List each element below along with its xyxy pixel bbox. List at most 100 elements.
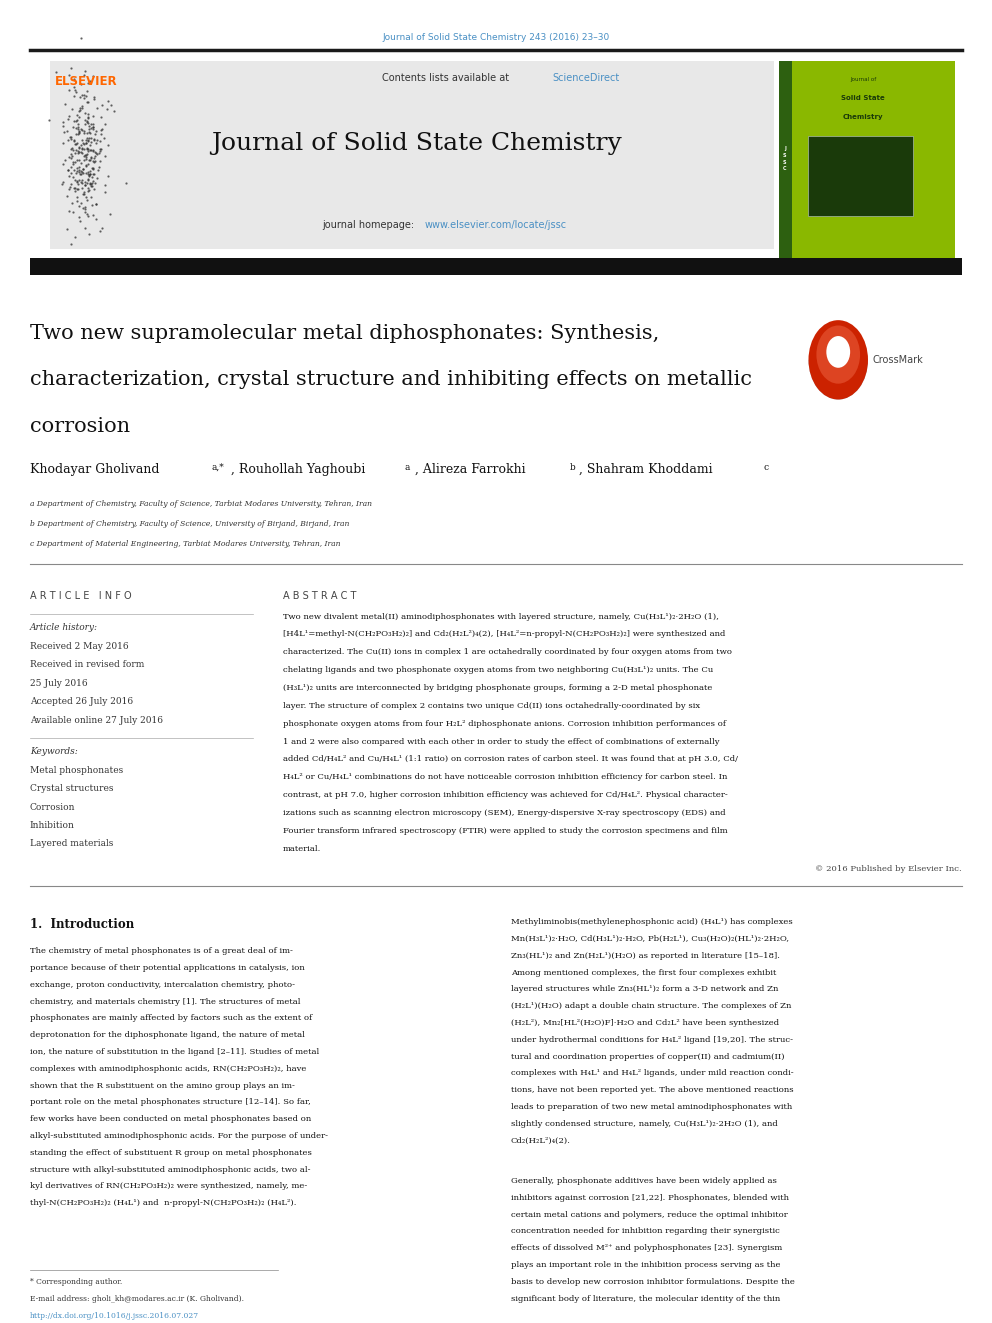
Text: phosphonate oxygen atoms from four H₂L² diphosphonate anions. Corrosion inhibiti: phosphonate oxygen atoms from four H₂L² … (283, 720, 726, 728)
Text: Inhibition: Inhibition (30, 820, 74, 830)
Point (73, 28, 89, 49)
Text: (H₂L²), Mn₂[HL²(H₂O)F]·H₂O and Cd₂L² have been synthesized: (H₂L²), Mn₂[HL²(H₂O)F]·H₂O and Cd₂L² hav… (511, 1019, 779, 1027)
Point (71, 120, 87, 142)
Text: Contents lists available at: Contents lists available at (382, 73, 512, 83)
Bar (779, 61, 792, 259)
Text: basis to develop new corrosion inhibitor formulations. Despite the: basis to develop new corrosion inhibitor… (511, 1278, 795, 1286)
Point (65, 69, 81, 90)
Point (80, 119, 96, 140)
Point (75, 134, 91, 155)
Text: c Department of Material Engineering, Tarbiat Modares University, Tehran, Iran: c Department of Material Engineering, Ta… (30, 540, 340, 548)
Point (66, 152, 82, 173)
Text: a: a (405, 463, 410, 472)
Point (88, 143, 104, 164)
Point (63, 163, 79, 184)
Point (62, 156, 78, 177)
Point (80, 91, 96, 112)
Point (64, 167, 80, 188)
Text: b Department of Chemistry, Faculty of Science, University of Birjand, Birjand, I: b Department of Chemistry, Faculty of Sc… (30, 520, 349, 528)
Text: slightly condensed structure, namely, Cu(H₃L¹)₂·2H₂O (1), and: slightly condensed structure, namely, Cu… (511, 1119, 778, 1127)
Point (78, 139, 94, 160)
Point (65, 116, 81, 138)
Point (87, 142, 103, 163)
Point (93, 139, 109, 160)
Point (61, 79, 76, 101)
Point (83, 140, 99, 161)
Point (77, 172, 93, 193)
Text: Zn₃(HL¹)₂ and Zn(H₂L¹)(H₂O) as reported in literature [15–18].: Zn₃(HL¹)₂ and Zn(H₂L¹)(H₂O) as reported … (511, 951, 780, 959)
Point (69, 105, 85, 126)
Point (84, 167, 100, 188)
Point (66, 180, 82, 201)
Point (76, 120, 92, 142)
Text: tions, have not been reported yet. The above mentioned reactions: tions, have not been reported yet. The a… (511, 1086, 794, 1094)
Point (92, 140, 108, 161)
Point (87, 132, 103, 153)
Point (83, 187, 99, 208)
Point (74, 119, 90, 140)
Point (69, 173, 85, 194)
Point (76, 139, 92, 160)
Text: www.elsevier.com/locate/jssc: www.elsevier.com/locate/jssc (425, 220, 566, 230)
Point (72, 171, 88, 192)
Point (62, 139, 78, 160)
Point (71, 138, 87, 159)
Text: (H₃L¹)₂ units are interconnected by bridging phosphonate groups, forming a 2-D m: (H₃L¹)₂ units are interconnected by brid… (283, 684, 712, 692)
Point (79, 111, 95, 132)
Point (77, 130, 93, 151)
Point (68, 171, 84, 192)
Text: , Rouhollah Yaghoubi: , Rouhollah Yaghoubi (231, 463, 365, 476)
Text: thyl-N(CH₂PO₃H₂)₂ (H₄L¹) and  n-propyl-N(CH₂PO₃H₂)₂ (H₄L²).: thyl-N(CH₂PO₃H₂)₂ (H₄L¹) and n-propyl-N(… (30, 1199, 297, 1208)
Point (61, 179, 76, 200)
Text: Accepted 26 July 2016: Accepted 26 July 2016 (30, 697, 133, 706)
Text: concentration needed for inhibition regarding their synergistic: concentration needed for inhibition rega… (511, 1228, 780, 1236)
Wedge shape (808, 360, 868, 400)
Text: Two new supramolecular metal diphosphonates: Synthesis,: Two new supramolecular metal diphosphona… (30, 324, 659, 343)
Point (76, 146, 92, 167)
Text: Methyliminobis(methylenephosphonic acid) (H₄L¹) has complexes: Methyliminobis(methylenephosphonic acid)… (511, 918, 793, 926)
Point (61, 201, 76, 222)
Point (74, 159, 90, 180)
Point (68, 132, 84, 153)
Point (71, 210, 87, 232)
Text: Mn(H₃L¹)₂·H₂O, Cd(H₃L¹)₂·H₂O, Pb(H₂L¹), Cu₃(H₂O)₂(HL¹)₂·2H₂O,: Mn(H₃L¹)₂·H₂O, Cd(H₃L¹)₂·H₂O, Pb(H₂L¹), … (511, 935, 789, 943)
Point (86, 152, 102, 173)
Point (80, 164, 96, 185)
Point (85, 116, 101, 138)
Text: structure with alkyl-substituted aminodiphosphonic acids, two al-: structure with alkyl-substituted aminodi… (30, 1166, 310, 1174)
Point (101, 204, 117, 225)
Point (80, 168, 96, 189)
Text: izations such as scanning electron microscopy (SEM), Energy-dispersive X-ray spe: izations such as scanning electron micro… (283, 810, 725, 818)
Point (85, 169, 101, 191)
Point (67, 226, 83, 247)
Text: ScienceDirect: ScienceDirect (553, 73, 620, 83)
Point (69, 179, 85, 200)
Point (80, 122, 96, 143)
Point (79, 144, 95, 165)
Point (77, 187, 93, 208)
Point (93, 106, 109, 127)
Point (69, 110, 85, 131)
Point (96, 175, 112, 196)
Point (85, 151, 101, 172)
Text: alkyl-substituted aminodiphosphonic acids. For the purpose of under-: alkyl-substituted aminodiphosphonic acid… (30, 1132, 327, 1140)
Text: under hydrothermal conditions for H₄L² ligand [19,20]. The struc-: under hydrothermal conditions for H₄L² l… (511, 1036, 793, 1044)
Point (73, 118, 89, 139)
Point (83, 175, 99, 196)
Point (71, 101, 87, 122)
Text: Journal of Solid State Chemistry 243 (2016) 23–30: Journal of Solid State Chemistry 243 (20… (382, 33, 610, 42)
Point (77, 217, 93, 238)
Text: Fourier transform infrared spectroscopy (FTIR) were applied to study the corrosi: Fourier transform infrared spectroscopy … (283, 827, 727, 835)
Text: characterized. The Cu(II) ions in complex 1 are octahedrally coordinated by four: characterized. The Cu(II) ions in comple… (283, 648, 732, 656)
Point (90, 160, 106, 181)
Point (67, 81, 83, 102)
Point (73, 95, 89, 116)
Point (76, 87, 92, 108)
Point (77, 198, 93, 220)
Point (77, 114, 93, 135)
Point (93, 118, 109, 139)
Point (79, 138, 95, 159)
Text: Layered materials: Layered materials (30, 839, 113, 848)
Point (80, 130, 96, 151)
Text: chelating ligands and two phosphonate oxygen atoms from two neighboring Cu(H₃L¹): chelating ligands and two phosphonate ox… (283, 667, 713, 675)
